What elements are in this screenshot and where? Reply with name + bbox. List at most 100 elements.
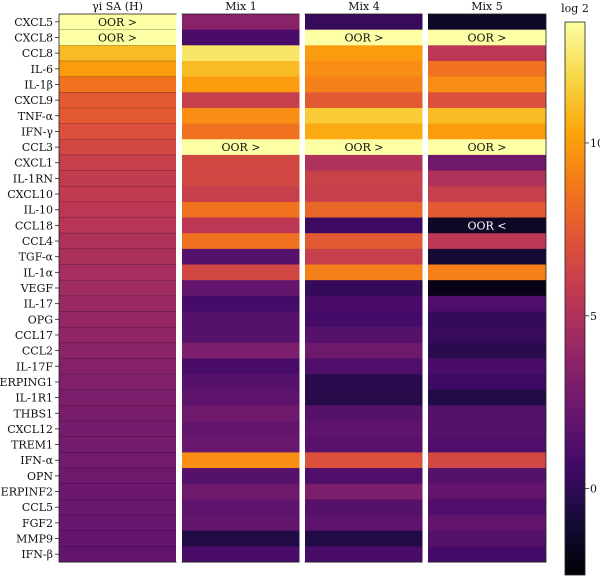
heatmap-cell — [59, 45, 176, 62]
heatmap-cell — [305, 154, 423, 172]
heatmap-cell — [428, 123, 546, 140]
heatmap-cell — [182, 311, 300, 328]
colorbar-gradient — [564, 21, 586, 576]
column-label: Mix 5 — [471, 0, 502, 13]
heatmap-cell — [59, 14, 176, 31]
heatmap-cell — [59, 311, 176, 328]
heatmap-cell — [428, 327, 546, 344]
heatmap-cell — [59, 436, 176, 453]
heatmap-cell — [182, 248, 300, 266]
heatmap-cell — [59, 327, 176, 344]
heatmap-cell — [59, 280, 176, 297]
heatmap-cell — [182, 436, 300, 453]
heatmap-cell — [305, 201, 423, 219]
heatmap-cell — [182, 201, 300, 219]
row-label: IL-1α — [23, 266, 53, 279]
row-label: IL-1R1 — [15, 392, 53, 405]
row-label: CCL17 — [15, 329, 53, 342]
heatmap-cell — [59, 295, 176, 312]
heatmap-cell — [305, 327, 423, 344]
heatmap-cell — [59, 452, 176, 469]
heatmap-cell — [59, 123, 176, 140]
heatmap-cell — [428, 342, 546, 359]
heatmap-cell — [305, 468, 423, 485]
heatmap-cell — [305, 217, 423, 234]
column-separators — [176, 10, 428, 568]
row-labels: CXCL5 CXCL8 CCL8 IL-6 IL-1β CXCL9 TNF-α IFN-γ CC… — [0, 16, 59, 561]
heatmap-cell — [305, 389, 423, 406]
heatmap-cell — [59, 76, 176, 93]
heatmap-cell — [59, 546, 176, 563]
row-label: IFN-γ — [21, 125, 53, 138]
heatmap-cell — [305, 107, 423, 125]
row-label: OPN — [27, 470, 53, 483]
heatmap-cell — [305, 499, 423, 516]
row-label: IL-17F — [16, 360, 53, 373]
heatmap-cell — [305, 311, 423, 328]
colorbar-title: log 2 — [561, 2, 589, 15]
heatmap-cell — [182, 186, 300, 203]
heatmap-cell — [305, 186, 423, 203]
heatmap-cell — [305, 421, 423, 438]
heatmap-cell — [59, 358, 176, 375]
column-separator — [176, 10, 182, 568]
row-label: TGF-α — [19, 251, 54, 264]
heatmap-cell — [305, 14, 423, 31]
heatmap-cell — [182, 452, 300, 469]
heatmap-cell — [59, 92, 176, 109]
row-label: CXCL12 — [7, 423, 53, 436]
heatmap-cell — [428, 92, 546, 109]
column-label: Mix 4 — [348, 0, 379, 13]
colorbar: log 2 0 5 10 — [561, 2, 600, 576]
heatmap-cell — [428, 76, 546, 93]
heatmap-cell — [428, 29, 546, 46]
colorbar-tick-label: 5 — [590, 310, 597, 323]
heatmap-cell — [428, 530, 546, 547]
heatmap-cell — [59, 468, 176, 485]
heatmap-cell — [305, 123, 423, 140]
row-label: CCL18 — [15, 219, 53, 232]
heatmap-cell — [59, 342, 176, 359]
column-separator — [422, 10, 428, 568]
heatmap-cell — [59, 374, 176, 391]
heatmap-cell — [428, 389, 546, 406]
heatmap-cell — [182, 374, 300, 391]
column-label: Mix 1 — [225, 0, 256, 13]
heatmap-cell — [182, 405, 300, 422]
heatmap-cell — [182, 264, 300, 281]
heatmap-cell — [182, 421, 300, 438]
row-label: IL-17 — [24, 298, 53, 311]
heatmap-cell — [59, 483, 176, 500]
heatmap-cell — [182, 358, 300, 375]
heatmap-cell — [428, 60, 546, 78]
heatmap-cell — [59, 530, 176, 547]
heatmap-cell — [428, 233, 546, 250]
heatmap-cell — [182, 483, 300, 500]
heatmap-cell — [305, 280, 423, 297]
column-separator — [299, 10, 305, 568]
heatmap-cell — [59, 389, 176, 406]
heatmap-cell — [305, 60, 423, 78]
heatmap-cell — [59, 154, 176, 172]
oor-annotation: OOR > — [467, 141, 506, 154]
heatmap-cell — [428, 421, 546, 438]
heatmap-cell — [182, 92, 300, 109]
heatmap-cell — [305, 530, 423, 547]
heatmap-cell — [305, 139, 423, 156]
heatmap-cell — [59, 405, 176, 422]
heatmap-cell — [428, 45, 546, 62]
row-label: SERPINF2 — [0, 486, 53, 499]
heatmap-cell — [182, 76, 300, 93]
heatmap-cell — [428, 452, 546, 469]
heatmap-cell — [428, 186, 546, 203]
heatmap-cell — [182, 515, 300, 532]
row-label: IL-10 — [24, 204, 53, 217]
oor-annotation: OOR > — [98, 16, 137, 29]
heatmap-cell — [428, 515, 546, 532]
heatmap-cell — [305, 342, 423, 359]
heatmap-cell — [305, 92, 423, 109]
heatmap-cell — [428, 154, 546, 172]
heatmap-cell — [428, 248, 546, 266]
colorbar-tick-label: 10 — [590, 137, 600, 150]
